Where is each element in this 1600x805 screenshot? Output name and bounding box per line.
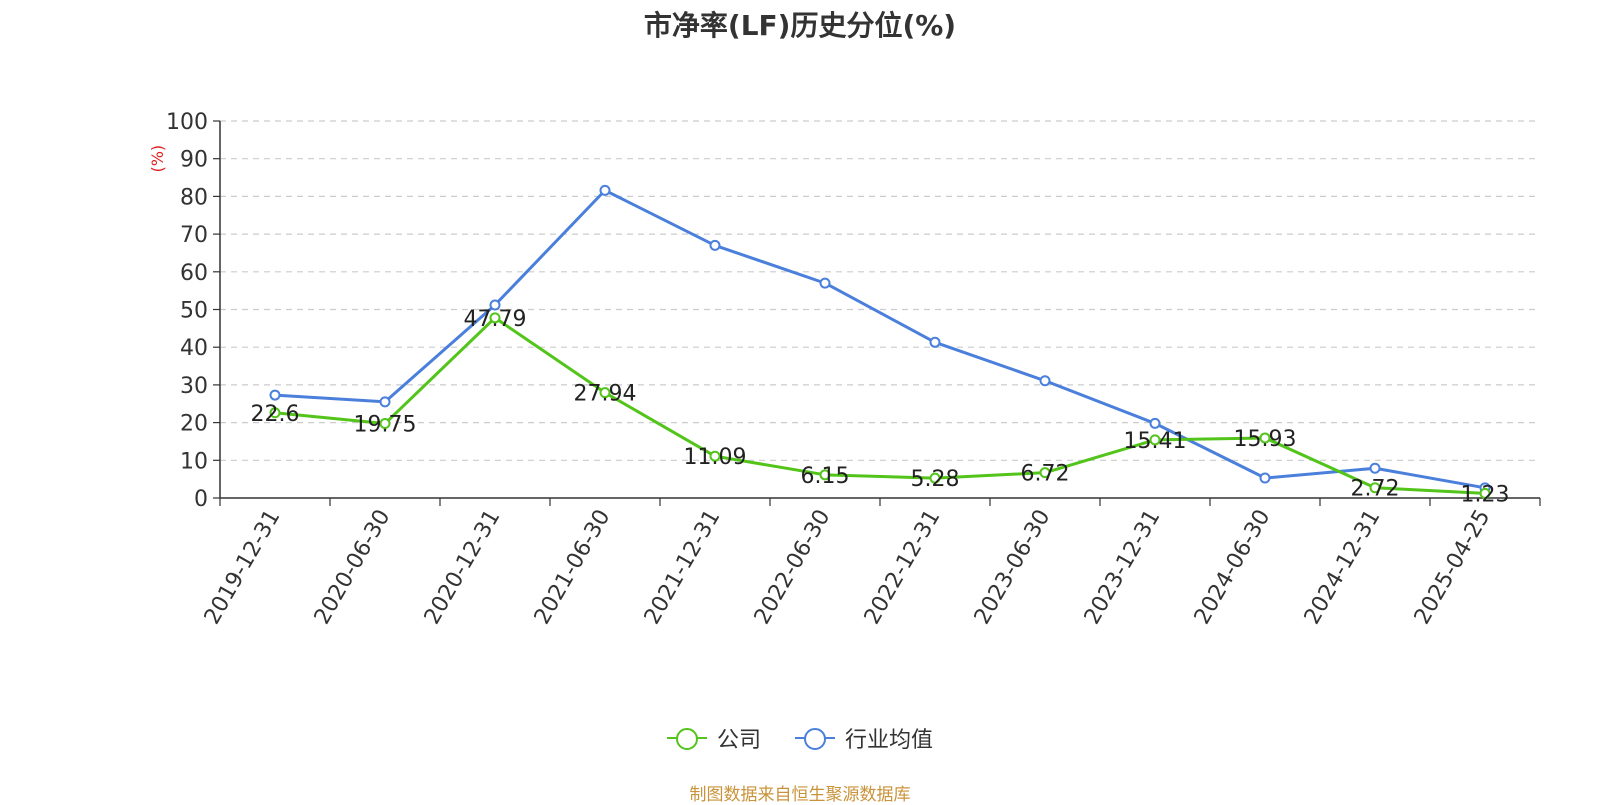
- point-industry-average-2024-12-31: [1369, 462, 1381, 474]
- point-industry-average-2021-06-30: [599, 184, 611, 196]
- series-line-industry-average: [274, 188, 1486, 490]
- y-tick-label-30: 30: [180, 374, 208, 399]
- x-tick-label-2024-06-30: 2024-06-30: [1190, 506, 1276, 629]
- data-label-company-2020-12-31: 47.79: [464, 307, 527, 332]
- legend: 公司 行业均值: [0, 722, 1600, 754]
- point-industry-average-2019-12-31: [269, 389, 281, 401]
- point-industry-average-2022-12-31: [929, 336, 941, 348]
- y-tick-label-60: 60: [180, 261, 208, 286]
- x-tick-label-2022-06-30: 2022-06-30: [750, 506, 836, 629]
- point-company-2023-06-30: [1039, 467, 1051, 479]
- x-tick-label-2025-04-25: 2025-04-25: [1410, 506, 1496, 629]
- data-label-company-2023-06-30: 6.72: [1021, 462, 1070, 487]
- legend-label-industry-average: 行业均值: [845, 728, 934, 753]
- x-tick-label-2021-12-31: 2021-12-31: [640, 506, 726, 629]
- data-label-company-2022-06-30: 6.15: [801, 464, 850, 489]
- point-company-2020-12-31: [489, 312, 501, 324]
- y-tick-label-80: 80: [180, 185, 208, 210]
- point-industry-average-2022-06-30: [819, 277, 831, 289]
- point-industry-average-2023-12-31: [1149, 417, 1161, 429]
- point-company-2024-06-30: [1259, 432, 1271, 444]
- x-tick-label-2020-12-31: 2020-12-31: [420, 506, 506, 629]
- point-industry-average-2023-06-30: [1039, 375, 1051, 387]
- x-tick-label-2023-06-30: 2023-06-30: [970, 506, 1056, 629]
- point-company-2021-12-31: [709, 450, 721, 462]
- x-tick-label-2022-12-31: 2022-12-31: [860, 506, 946, 629]
- point-company-2024-12-31: [1369, 482, 1381, 494]
- legend-item-company[interactable]: 公司: [666, 722, 761, 754]
- y-axis-label: (%): [148, 145, 167, 173]
- data-label-company-2024-06-30: 15.93: [1234, 427, 1297, 452]
- x-tick-label-2020-06-30: 2020-06-30: [310, 506, 396, 629]
- point-company-2019-12-31: [269, 407, 281, 419]
- point-industry-average-2021-12-31: [709, 239, 721, 251]
- chart-title: 市净率(LF)历史分位(%): [643, 9, 957, 42]
- point-industry-average-2020-06-30: [379, 396, 391, 408]
- x-tick-label-2019-12-31: 2019-12-31: [200, 506, 286, 629]
- legend-item-industry-average[interactable]: 行业均值: [795, 722, 933, 754]
- point-company-2022-12-31: [929, 472, 941, 484]
- point-industry-average-2020-12-31: [489, 299, 501, 311]
- data-label-company-2020-06-30: 19.75: [354, 413, 417, 438]
- data-label-company-2022-12-31: 5.28: [911, 467, 960, 492]
- legend-label-company: 公司: [716, 728, 761, 753]
- point-company-2020-06-30: [379, 418, 391, 430]
- y-tick-label-40: 40: [180, 336, 208, 361]
- y-tick-label-90: 90: [180, 148, 208, 173]
- point-company-2022-06-30: [819, 469, 831, 481]
- data-label-company-2024-12-31: 2.72: [1351, 477, 1400, 502]
- x-tick-label-2021-06-30: 2021-06-30: [530, 506, 616, 629]
- legend-marker-industry-average: [795, 728, 835, 750]
- data-label-company-2021-12-31: 11.09: [684, 445, 747, 470]
- y-tick-label-100: 100: [166, 110, 208, 135]
- y-tick-label-10: 10: [180, 449, 208, 474]
- x-tick-label-2023-12-31: 2023-12-31: [1080, 506, 1166, 629]
- x-tick-label-2024-12-31: 2024-12-31: [1300, 506, 1386, 629]
- data-label-company-2023-12-31: 15.41: [1124, 429, 1187, 454]
- data-label-company-2021-06-30: 27.94: [574, 382, 637, 407]
- data-label-company-2019-12-31: 22.6: [251, 402, 300, 427]
- y-tick-label-20: 20: [180, 412, 208, 437]
- source-note: 制图数据来自恒生聚源数据库: [689, 785, 911, 805]
- y-tick-label-70: 70: [180, 223, 208, 248]
- point-industry-average-2024-06-30: [1259, 472, 1271, 484]
- point-company-2025-04-25: [1479, 487, 1491, 499]
- series-line-company: [274, 316, 1486, 495]
- y-tick-label-0: 0: [194, 487, 208, 512]
- data-label-company-2025-04-25: 1.23: [1461, 482, 1510, 507]
- point-company-2021-06-30: [599, 387, 611, 399]
- point-company-2023-12-31: [1149, 434, 1161, 446]
- legend-marker-company: [666, 728, 707, 750]
- y-tick-label-50: 50: [180, 299, 208, 324]
